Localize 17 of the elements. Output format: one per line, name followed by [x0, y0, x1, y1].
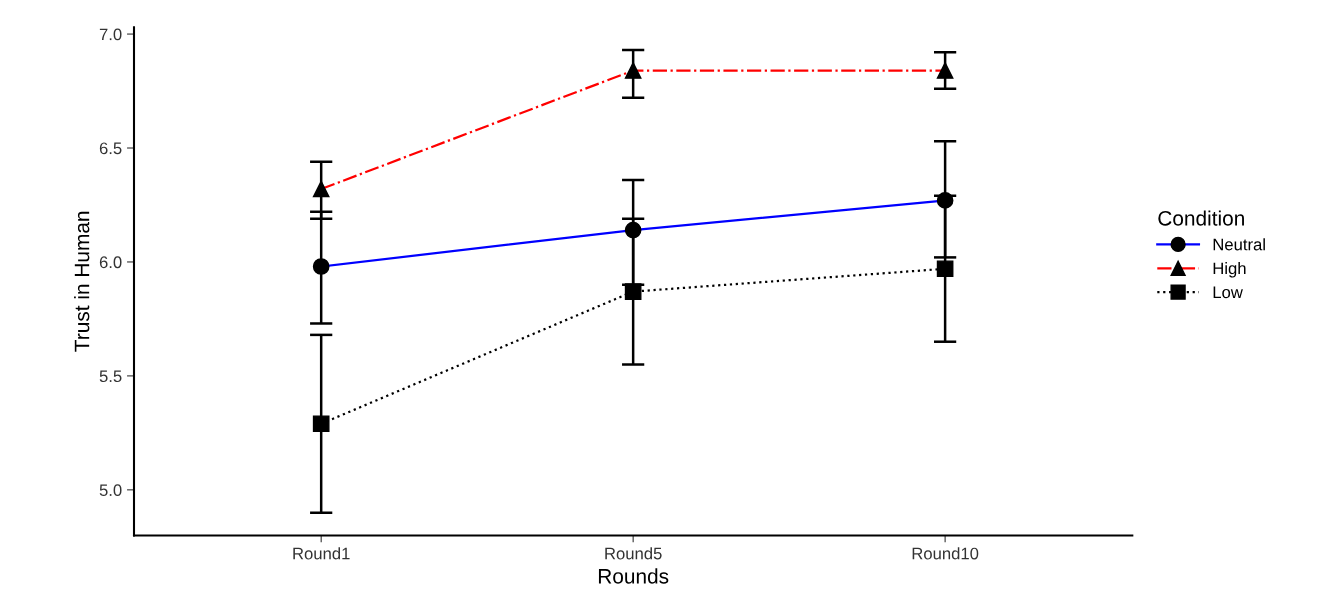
- legend-label: Neutral: [1213, 238, 1265, 251]
- point: [312, 415, 330, 433]
- point: [624, 283, 642, 300]
- y-tick-label: 6.0: [99, 256, 122, 269]
- x-tick-label: Round10: [912, 547, 979, 560]
- point: [936, 260, 954, 278]
- x-tick-label: Round1: [293, 547, 350, 560]
- y-tick-label: 7.0: [99, 28, 122, 41]
- y-tick-label: 6.5: [99, 142, 122, 155]
- y-tick-label: 5.5: [99, 370, 122, 383]
- legend-label: High: [1213, 262, 1246, 278]
- legend-label: Low: [1213, 286, 1243, 299]
- x-tick-label: Round5: [605, 547, 662, 560]
- legend-title: Condition: [1158, 210, 1244, 226]
- y-axis-title: Trust in Human: [74, 211, 90, 352]
- y-tick-label: 5.0: [99, 484, 122, 497]
- x-axis-title: Rounds: [598, 568, 669, 584]
